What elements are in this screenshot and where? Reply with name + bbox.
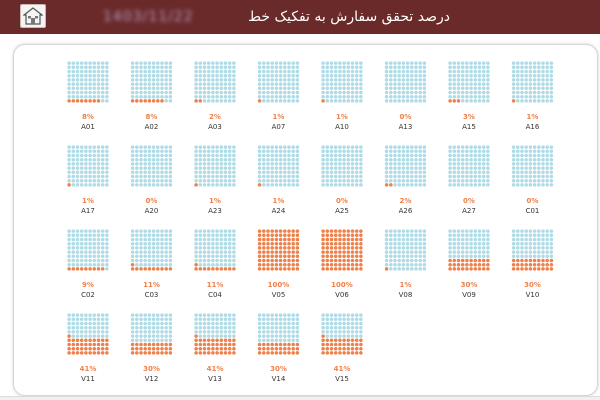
percent-label-A25: 0% [336,197,348,205]
percent-label-V09: 30% [461,281,478,289]
category-label-V12: V12 [145,375,159,383]
home-icon [23,7,43,25]
waffle-A25 [321,145,363,187]
waffle-V12 [130,313,173,355]
waffle-V10 [511,229,554,271]
waffle-A07 [257,61,300,103]
waffle-A10 [321,61,363,103]
category-label-A24: A24 [272,207,286,215]
percent-label-A26: 2% [400,197,412,205]
waffle-A27 [448,145,490,187]
waffle-A20 [130,145,173,187]
percent-label-V12: 30% [143,365,160,373]
percent-label-V10: 30% [524,281,541,289]
percent-label-V05: 100% [268,281,290,289]
category-label-A17: A17 [81,207,95,215]
category-label-C02: C02 [81,291,95,299]
category-label-A02: A02 [145,123,159,131]
percent-label-A02: 8% [146,113,158,121]
header-bar: 1403/11/22 درصد تحقق سفارش به تفکیک خط [0,0,600,34]
waffle-A15 [448,61,490,103]
waffle-A16 [511,61,554,103]
waffle-V14 [257,313,300,355]
waffle-A23 [194,145,236,187]
category-label-V10: V10 [526,291,540,299]
category-label-A26: A26 [399,207,413,215]
bottom-strip [0,396,600,400]
percent-label-A10: 1% [336,113,348,121]
percent-label-A24: 1% [273,197,285,205]
waffle-C01 [511,145,554,187]
waffle-V08 [384,229,427,271]
percent-label-C01: 0% [527,197,539,205]
waffle-V15 [321,313,363,355]
category-label-A23: A23 [208,207,222,215]
category-label-C01: C01 [526,207,540,215]
category-label-V09: V09 [462,291,476,299]
category-label-C03: C03 [145,291,159,299]
page-title: درصد تحقق سفارش به تفکیک خط [248,9,450,25]
category-label-V15: V15 [335,375,349,383]
category-label-A03: A03 [208,123,222,131]
percent-label-A17: 1% [82,197,94,205]
category-label-A27: A27 [462,207,476,215]
waffle-V13 [194,313,236,355]
waffle-A01 [67,61,109,103]
category-label-V11: V11 [81,375,95,383]
waffle-C02 [67,229,109,271]
category-label-A16: A16 [526,123,540,131]
percent-label-V14: 30% [270,365,287,373]
waffle-V11 [67,313,109,355]
waffle-V06 [321,229,363,271]
percent-label-V13: 41% [207,365,224,373]
home-button[interactable] [20,4,46,28]
percent-label-A23: 1% [209,197,221,205]
percent-label-A13: 0% [400,113,412,121]
waffle-V09 [448,229,490,271]
waffle-A03 [194,61,236,103]
percent-label-A16: 1% [527,113,539,121]
percent-label-A15: 3% [463,113,475,121]
category-label-V05: V05 [272,291,286,299]
waffle-C04 [194,229,236,271]
waffle-A02 [130,61,173,103]
category-label-A10: A10 [335,123,349,131]
waffle-A13 [384,61,427,103]
percent-label-V15: 41% [334,365,351,373]
category-label-V13: V13 [208,375,222,383]
category-label-A25: A25 [335,207,349,215]
percent-label-C03: 11% [143,281,160,289]
waffle-A24 [257,145,300,187]
category-label-V08: V08 [399,291,413,299]
date-text: 1403/11/22 [103,9,194,25]
chart-panel [13,44,598,396]
category-label-A01: A01 [81,123,95,131]
waffle-V05 [257,229,300,271]
category-label-A13: A13 [399,123,413,131]
percent-label-A07: 1% [273,113,285,121]
category-label-V06: V06 [335,291,349,299]
category-label-A07: A07 [272,123,286,131]
category-label-V14: V14 [272,375,286,383]
percent-label-A27: 0% [463,197,475,205]
percent-label-A03: 2% [209,113,221,121]
percent-label-C02: 9% [82,281,94,289]
category-label-A15: A15 [462,123,476,131]
waffle-A17 [67,145,109,187]
percent-label-V11: 41% [80,365,97,373]
waffle-A26 [384,145,427,187]
percent-label-A20: 0% [146,197,158,205]
percent-label-V06: 100% [331,281,353,289]
percent-label-V08: 1% [400,281,412,289]
percent-label-A01: 8% [82,113,94,121]
percent-label-C04: 11% [207,281,224,289]
waffle-C03 [130,229,173,271]
category-label-C04: C04 [208,291,222,299]
category-label-A20: A20 [145,207,159,215]
